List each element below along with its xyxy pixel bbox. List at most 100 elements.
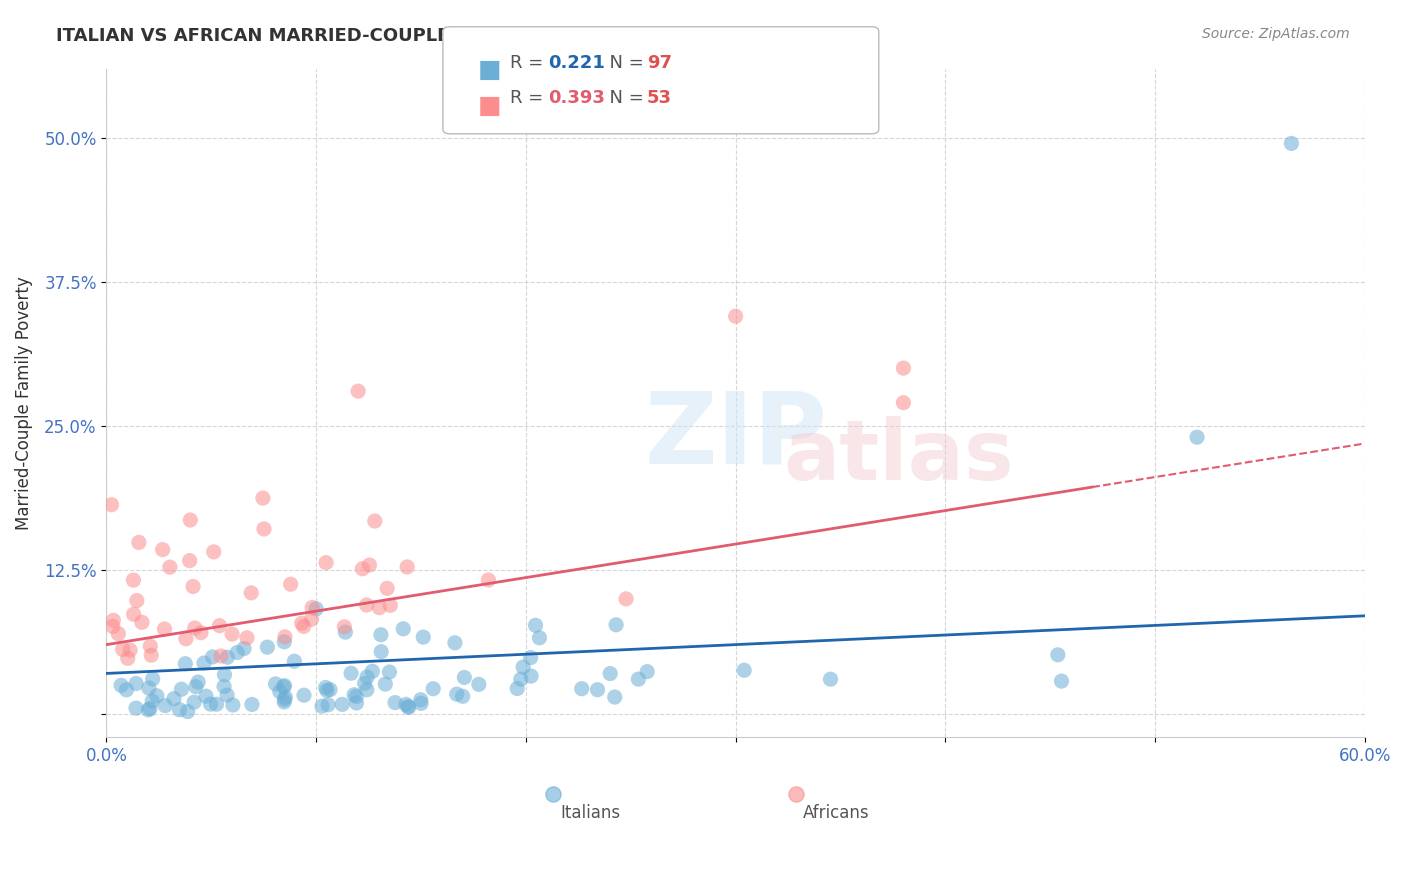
Text: N =: N = [598, 89, 650, 107]
Point [269, 684, 291, 698]
Text: Africans: Africans [803, 804, 870, 822]
Point [380, 599, 402, 613]
Point [315, 681, 337, 695]
Point [159, 560, 181, 574]
Point [356, 682, 378, 697]
Point [344, 690, 367, 704]
Point [187, 675, 209, 690]
Point [605, 617, 627, 632]
Point [217, 650, 239, 665]
Point [451, 690, 474, 704]
Point [1244, 805, 1267, 819]
Point [274, 630, 297, 644]
Point [221, 627, 243, 641]
Point [128, 535, 150, 549]
Point [603, 690, 626, 704]
Point [215, 688, 238, 702]
Point [343, 688, 366, 702]
Point [176, 705, 198, 719]
Point [512, 660, 534, 674]
Point [273, 692, 295, 706]
Point [292, 688, 315, 702]
Point [273, 680, 295, 694]
Point [1279, 136, 1302, 151]
Point [264, 677, 287, 691]
Point [205, 697, 228, 711]
Text: 0.221: 0.221 [548, 54, 605, 71]
Point [101, 619, 124, 633]
Point [361, 665, 384, 679]
Point [311, 699, 333, 714]
Point [571, 681, 593, 696]
Point [125, 676, 148, 690]
Point [184, 621, 207, 635]
Point [174, 657, 197, 671]
Point [190, 625, 212, 640]
Point [256, 640, 278, 655]
Point [222, 698, 245, 712]
Point [368, 600, 391, 615]
Point [273, 695, 295, 709]
Point [240, 698, 263, 712]
Point [274, 690, 297, 705]
Point [214, 667, 236, 681]
Point [200, 697, 222, 711]
Point [398, 700, 420, 714]
Point [283, 654, 305, 668]
Point [111, 642, 134, 657]
Point [209, 648, 232, 663]
Text: 53: 53 [647, 89, 672, 107]
Point [529, 631, 551, 645]
Point [208, 618, 231, 632]
Point [184, 680, 207, 694]
Point [252, 491, 274, 505]
Text: 0.393: 0.393 [548, 89, 605, 107]
Point [212, 680, 235, 694]
Point [374, 677, 396, 691]
Text: Italians: Italians [561, 804, 621, 822]
Point [139, 701, 162, 715]
Point [396, 560, 419, 574]
Point [444, 636, 467, 650]
Point [193, 656, 215, 670]
Point [131, 615, 153, 630]
Point [273, 634, 295, 648]
Point [586, 682, 609, 697]
Point [364, 514, 387, 528]
Point [356, 598, 378, 612]
Point [291, 616, 314, 631]
Point [477, 573, 499, 587]
Point [520, 669, 543, 683]
Point [392, 622, 415, 636]
Point [453, 670, 475, 684]
Text: ZIP: ZIP [644, 387, 827, 484]
Point [422, 681, 444, 696]
Point [226, 646, 249, 660]
Text: R =: R = [510, 89, 550, 107]
Point [395, 698, 418, 712]
Point [599, 666, 621, 681]
Point [305, 602, 328, 616]
Point [115, 682, 138, 697]
Point [174, 632, 197, 646]
Text: ■: ■ [478, 94, 502, 118]
Point [330, 698, 353, 712]
Point [614, 591, 637, 606]
Point [1050, 674, 1073, 689]
Point [155, 698, 177, 713]
Point [733, 663, 755, 677]
Point [893, 361, 915, 376]
Point [340, 666, 363, 681]
Point [335, 625, 357, 640]
Point [333, 620, 356, 634]
Point [152, 542, 174, 557]
Point [724, 310, 747, 324]
Point [893, 395, 915, 409]
Point [170, 682, 193, 697]
Point [139, 639, 162, 653]
Point [103, 613, 125, 627]
Point [292, 619, 315, 633]
Point [356, 670, 378, 684]
Text: ITALIAN VS AFRICAN MARRIED-COUPLE FAMILY POVERTY CORRELATION CHART: ITALIAN VS AFRICAN MARRIED-COUPLE FAMILY… [56, 27, 846, 45]
Point [201, 649, 224, 664]
